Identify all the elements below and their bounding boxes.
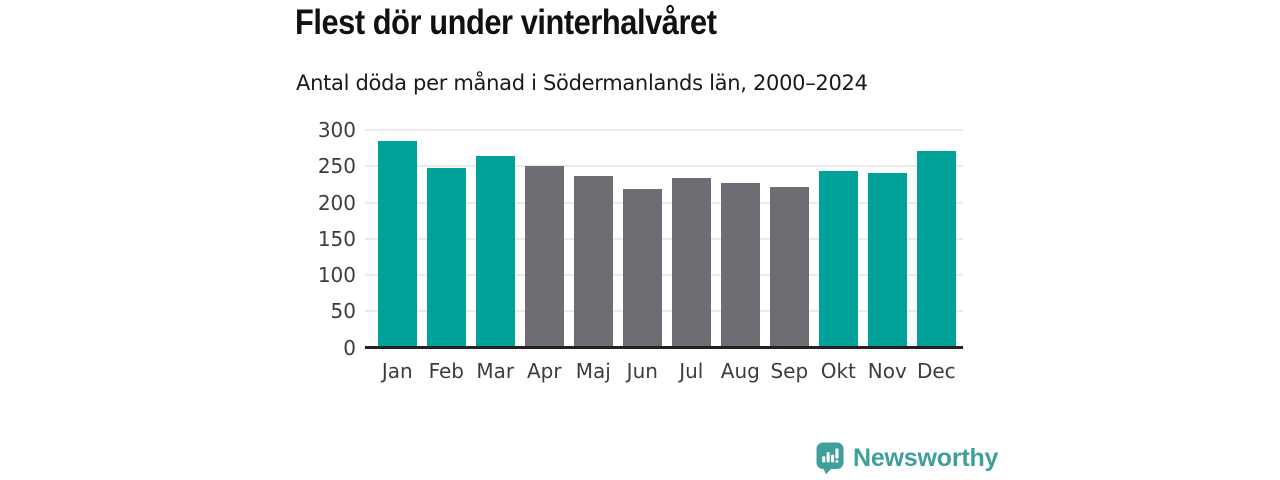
y-tick-label-100: 100 [317,263,356,287]
x-tick-label-sep: Sep [770,359,809,383]
gridline-150 [365,237,963,240]
x-axis-line [365,346,963,349]
gridline-300 [365,129,963,131]
gridline-50 [365,310,963,313]
x-tick-label-okt: Okt [820,359,856,383]
bar-apr [524,166,564,348]
x-tick-label-jul: Jul [679,359,704,383]
x-tick-label-maj: Maj [575,359,611,383]
bar-okt [818,170,858,348]
bar-mar [475,156,515,348]
x-tick-label-apr: Apr [526,359,562,383]
y-tick-label-300: 300 [317,118,356,142]
gridline-200 [365,201,963,204]
x-tick-label-feb: Feb [428,359,464,383]
x-tick-label-jan: Jan [381,359,413,383]
y-tick-label-250: 250 [317,154,356,179]
bar-dec [916,151,956,348]
y-tick-label-200: 200 [317,190,356,215]
bar-aug [720,182,760,348]
bar-jun [622,189,662,348]
chart-subtitle: Antal döda per månad i Södermanlands län… [296,71,868,95]
x-tick-label-aug: Aug [720,359,760,383]
y-tick-label-50: 50 [330,299,356,324]
newsworthy-logo-icon [816,442,844,475]
chart-title: Flest dör under vinterhalvåret [295,3,717,42]
bar-jul [671,177,711,348]
newsworthy-logo[interactable]: Newsworthy [816,442,998,475]
y-tick-label-150: 150 [317,226,356,251]
x-tick-label-dec: Dec [916,359,956,383]
x-tick-label-mar: Mar [476,359,515,383]
bar-maj [573,176,613,348]
gridline-100 [365,274,963,276]
x-tick-label-nov: Nov [867,359,907,383]
bar-nov [867,172,907,348]
newsworthy-logo-text: Newsworthy [853,444,999,472]
bar-jan [377,140,417,348]
bar-feb [426,168,466,348]
y-tick-label-0: 0 [343,335,356,360]
bar-chart-plot-area [365,129,963,348]
x-tick-label-jun: Jun [626,359,658,383]
bar-sep [769,186,809,348]
gridline-250 [365,165,963,168]
